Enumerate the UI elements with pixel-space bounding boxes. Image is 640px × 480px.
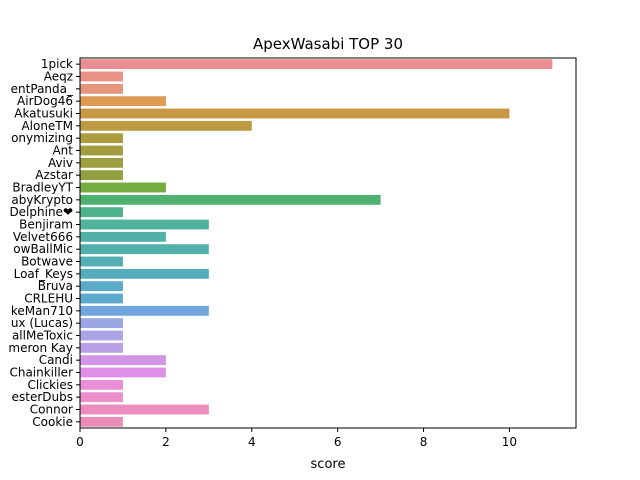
y-tick-label: CRLEHU <box>24 292 73 306</box>
y-tick-label: Benjiram <box>19 218 73 232</box>
bar <box>80 157 123 168</box>
y-tick-label: Ant <box>52 144 73 158</box>
x-tick-label: 2 <box>162 435 170 449</box>
y-tick-label: meron Kay <box>8 341 73 355</box>
bar <box>80 194 381 205</box>
bar <box>80 281 123 292</box>
x-tick-label: 8 <box>420 435 428 449</box>
bar <box>80 268 209 279</box>
bar <box>80 145 123 156</box>
y-tick-label: allMeToxic <box>12 329 73 343</box>
y-tick-label: Bruva <box>38 279 73 293</box>
y-tick-label: esterDubs <box>12 390 73 404</box>
y-tick-label: Akatusuki <box>14 107 73 121</box>
y-tick-label: ux (Lucas) <box>11 316 73 330</box>
y-tick-label: Velvet666 <box>13 230 73 244</box>
y-tick-label: Cookie <box>32 415 73 429</box>
chart-title: ApexWasabi TOP 30 <box>253 35 403 53</box>
x-ticks: 0 2 4 6 8 10 <box>76 428 517 449</box>
bar <box>80 318 123 329</box>
y-tick-label: Azstar <box>35 168 73 182</box>
y-tick-label: Loaf_Keys <box>14 267 73 281</box>
y-tick-label: Delphine❤ <box>9 205 73 219</box>
x-tick-label: 6 <box>334 435 342 449</box>
bar <box>80 71 123 82</box>
bar <box>80 404 209 415</box>
bar <box>80 367 166 378</box>
y-tick-labels: 1pickAeqzentPanda_AirDog46AkatusukiAlone… <box>8 57 80 429</box>
y-tick-label: keMan710 <box>11 304 73 318</box>
bar <box>80 416 123 427</box>
bar <box>80 293 123 304</box>
bar <box>80 342 123 353</box>
bars <box>80 59 553 427</box>
y-tick-label: Botwave <box>21 255 73 269</box>
bar <box>80 256 123 267</box>
bar <box>80 355 166 366</box>
x-axis-label: score <box>311 457 346 472</box>
bar <box>80 108 510 119</box>
bar <box>80 219 209 230</box>
y-tick-label: onymizing <box>11 131 73 145</box>
bar <box>80 231 166 242</box>
x-tick-label: 0 <box>76 435 84 449</box>
bar <box>80 392 123 403</box>
bar <box>80 330 123 341</box>
bar <box>80 133 123 144</box>
y-tick-label: entPanda_ <box>11 82 74 96</box>
y-tick-label: Chainkiller <box>9 366 73 380</box>
x-tick-label: 10 <box>502 435 517 449</box>
y-tick-label: AloneTM <box>21 119 73 133</box>
plot-frame <box>79 57 577 429</box>
bar <box>80 83 123 94</box>
bar <box>80 379 123 390</box>
y-tick-label: abyKrypto <box>11 193 73 207</box>
y-tick-label: owBallMic <box>13 242 73 256</box>
bar <box>80 182 166 193</box>
y-tick-label: 1pick <box>41 57 73 71</box>
y-tick-label: Clickies <box>27 378 73 392</box>
bar <box>80 96 166 107</box>
x-tick-label: 4 <box>248 435 256 449</box>
bar <box>80 244 209 255</box>
y-tick-label: BradleyYT <box>12 181 73 195</box>
bar <box>80 207 123 218</box>
bar <box>80 120 252 131</box>
bar <box>80 305 209 316</box>
y-tick-label: AirDog46 <box>17 94 73 108</box>
y-tick-label: Aviv <box>48 156 73 170</box>
y-tick-label: Candi <box>39 353 73 367</box>
y-tick-label: Aeqz <box>44 70 73 84</box>
bar <box>80 59 553 70</box>
bar <box>80 170 123 181</box>
y-tick-label: Connor <box>30 403 73 417</box>
